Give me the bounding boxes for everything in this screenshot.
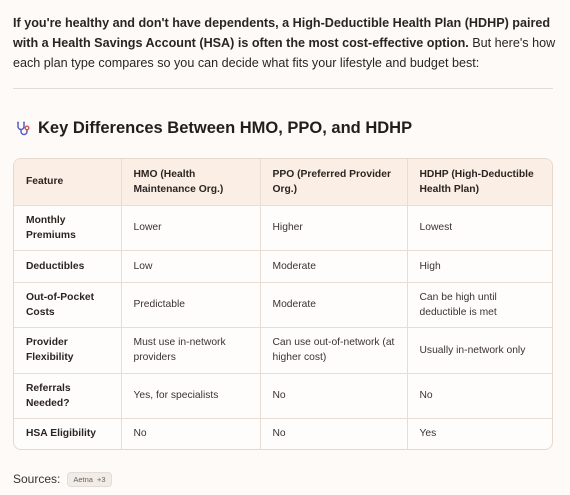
cell-hmo: Must use in-network providers [121,327,261,374]
cell-hdhp: Usually in-network only [407,327,552,374]
cell-hdhp: No [407,373,552,419]
table-row: Provider Flexibility Must use in-network… [14,327,552,374]
table-row: HSA Eligibility No No Yes [14,418,552,449]
cell-hdhp: Lowest [407,205,552,251]
cell-feature: Referrals Needed? [14,373,122,419]
comparison-table: Feature HMO (Health Maintenance Org.) PP… [13,158,553,450]
section-title: Key Differences Between HMO, PPO, and HD… [38,118,413,137]
sources-chip-count: +3 [96,474,106,484]
cell-ppo: Moderate [260,250,408,283]
header-hdhp: HDHP (High-Deductible Health Plan) [407,159,552,206]
table-row: Monthly Premiums Lower Higher Lowest [14,205,552,251]
section-heading: Key Differences Between HMO, PPO, and HD… [15,117,412,139]
cell-ppo: No [260,373,408,419]
table-row: Referrals Needed? Yes, for specialists N… [14,373,552,419]
cell-ppo: Higher [260,205,408,251]
stethoscope-icon [15,120,32,137]
sources-label: Sources: [13,472,61,486]
intro-paragraph: If you're healthy and don't have depende… [13,13,558,73]
cell-feature: Out-of-Pocket Costs [14,282,122,328]
cell-hmo: Yes, for specialists [121,373,261,419]
table-row: Out-of-Pocket Costs Predictable Moderate… [14,282,552,328]
cell-hdhp: Yes [419,428,437,440]
cell-feature: Deductibles [14,250,122,283]
cell-feature: Provider Flexibility [14,327,122,374]
header-feature: Feature [14,159,122,206]
cell-hdhp: High [407,250,552,283]
table-header-row: Feature HMO (Health Maintenance Org.) PP… [14,159,552,206]
cell-hmo: No [121,418,261,449]
intro-bold-text: If you're healthy and don't have depende… [13,16,551,50]
cell-hmo: Predictable [121,282,261,328]
sources-chip-name: Aetna [73,474,93,484]
divider [13,88,553,89]
cell-ppo: Moderate [260,282,408,328]
cell-hmo: Low [121,250,261,283]
cell-ppo: Can use out-of-network (at higher cost) [260,327,408,374]
header-ppo: PPO (Preferred Provider Org.) [260,159,408,206]
header-hmo: HMO (Health Maintenance Org.) [121,159,261,206]
sources-row: Sources: Aetna +3 [13,471,112,487]
cell-ppo: No [260,418,408,449]
intro-rest-text: But here's how each plan type compares s… [13,36,556,70]
table-row: Deductibles Low Moderate High [14,250,552,283]
cell-hmo: Lower [121,205,261,251]
cell-feature: Monthly Premiums [14,205,122,251]
cell-feature: HSA Eligibility [14,418,122,449]
sources-chip[interactable]: Aetna +3 [67,471,112,487]
cell-hdhp: Can be high until deductible is met [407,282,552,328]
